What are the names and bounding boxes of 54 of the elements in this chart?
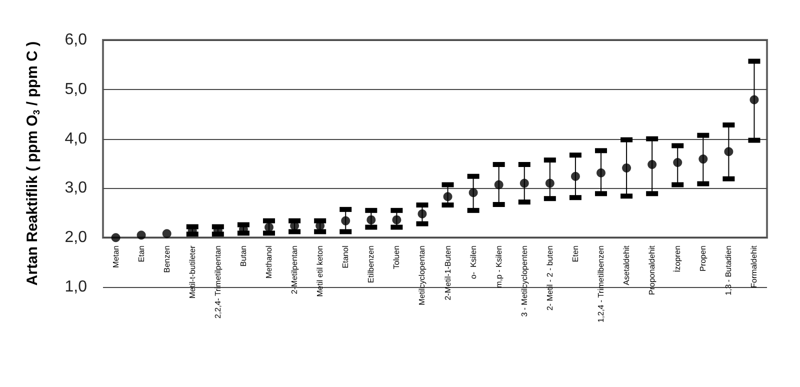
x-tick-label: İzopren [673,246,682,272]
x-tick-label: m,p - Ksilen [494,246,504,288]
y-axis-title: Artan Reaktiflik ( ppm O3 / ppm C ) [24,41,42,286]
x-tick-label: 1,3 - Butadien [724,246,734,296]
point [468,188,478,198]
y-tick-label: 2,0 [64,229,88,246]
x-tick-label: Metan [111,246,120,268]
x-tick-label: Metil-t-butileter [188,245,197,299]
y-tick-label: 6,0 [64,32,88,48]
x-tick-label: Metilcyclopentan [418,246,427,306]
point [111,233,120,242]
point [162,229,172,238]
x-tick-label: Etilbenzen [366,246,376,283]
x-tick-label: Benzen [162,246,172,273]
x-tick-label: Toluen [392,246,402,270]
y-tick-label: 5,0 [64,80,88,98]
point [136,230,146,240]
x-tick-label: 2-Metilpentan [290,246,300,294]
point [570,172,580,181]
x-tick-label: Asetaldehit [622,244,632,286]
x-tick-label: 3 - Metilcyclopenten [520,246,529,317]
point [341,216,350,226]
y-tick-label: 1,0 [64,278,88,296]
x-tick-label: Eten [570,246,580,262]
point [418,209,427,218]
x-tick-label: Formaldehit [750,244,759,288]
x-tick-label: 2-Metil-1-Buten [443,246,452,300]
point [673,158,682,168]
x-tick-label: Etan [136,246,146,262]
point [750,95,759,104]
point [698,154,708,164]
x-tick-label: Butan [238,246,248,267]
x-tick-label: o- Ksilen [468,246,478,279]
point [366,215,376,224]
x-tick-label: Proponaldehit [648,244,657,295]
x-tick-label: Methanol [264,245,274,279]
x-tick-label: Metil etil keton [316,246,325,297]
x-tick-label: Etanol [341,245,350,268]
y-tick-label: 4,0 [64,130,88,148]
point [264,222,274,232]
x-tick-label: Propen [698,246,708,272]
point [724,147,734,156]
point [443,192,452,202]
x-tick-label: 2,2,4- Trimetilpentan [213,246,222,319]
point [392,215,402,224]
point [596,168,606,178]
x-tick-label: 2- Metil - 2 - buten [545,246,554,311]
point [494,180,504,190]
point [545,178,554,188]
point [520,178,529,188]
x-tick-label: 1,2,4 - Trimetilbenzen [596,246,606,323]
point [648,160,657,169]
point [622,163,632,172]
y-tick-label: 3,0 [64,180,88,197]
